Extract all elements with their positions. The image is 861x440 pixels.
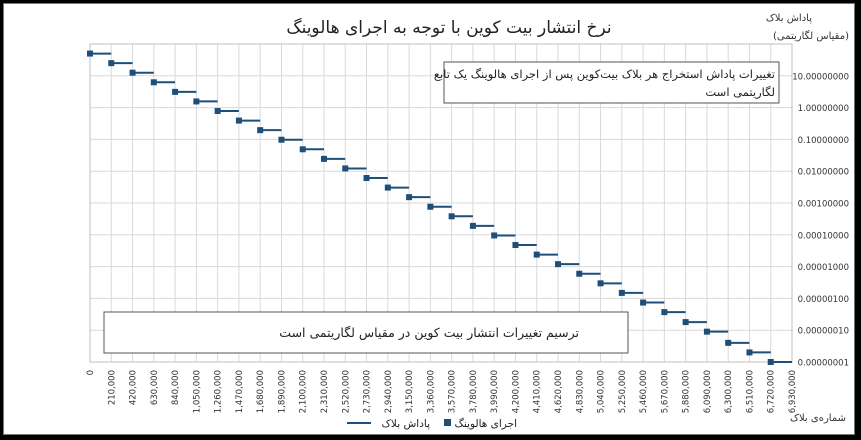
halving-marker xyxy=(682,319,689,326)
x-tick-label: 2,940,000 xyxy=(384,370,394,413)
x-tick-label: 840,000 xyxy=(171,370,181,405)
halving-marker xyxy=(491,232,498,239)
annotation-box-bottom xyxy=(103,311,629,354)
legend-marker-swatch xyxy=(444,419,451,426)
x-tick-label: 420,000 xyxy=(129,370,139,405)
x-tick-label: 4,200,000 xyxy=(511,370,521,413)
y-tick-label: 10.00000000 xyxy=(792,72,849,82)
legend: پاداش بلاک اجرای هالوینگ xyxy=(347,417,517,430)
chart-title: نرخ انتشار بیت کوین با توجه به اجرای هال… xyxy=(286,17,611,38)
x-tick-label: 5,880,000 xyxy=(682,370,692,413)
halving-marker xyxy=(193,98,200,105)
halving-marker xyxy=(214,108,221,115)
halving-marker xyxy=(278,136,285,143)
x-tick-label: 1,680,000 xyxy=(256,370,266,413)
halving-markers xyxy=(87,50,774,365)
legend-label-block-reward: پاداش بلاک xyxy=(382,418,431,430)
x-tick-label: 6,930,000 xyxy=(788,370,798,413)
x-tick-label: 6,090,000 xyxy=(703,370,713,413)
x-axis-ticks: 0 210,000 420,000 630,000 840,000 1,050,000 1,… xyxy=(86,370,798,413)
x-tick-label: 4,830,000 xyxy=(575,370,585,413)
annotation-box-top xyxy=(443,61,780,104)
halving-marker xyxy=(257,127,264,134)
halving-marker xyxy=(299,146,306,153)
halving-marker xyxy=(321,155,327,162)
x-tick-label: 2,310,000 xyxy=(320,370,330,413)
x-tick-label: 6,300,000 xyxy=(724,370,734,413)
halving-marker xyxy=(746,349,753,356)
x-tick-label: 1,050,000 xyxy=(192,370,202,413)
annotation-bottom-text: ترسیم تغییرات انتشار بیت کوین در مقیاس ل… xyxy=(279,325,579,341)
y-tick-label: 0.00000001 xyxy=(798,359,849,369)
halving-marker xyxy=(533,251,540,258)
halving-marker xyxy=(469,222,476,229)
legend-label-halving: اجرای هالوینگ xyxy=(454,417,517,430)
halving-marker xyxy=(703,328,710,335)
annotation-top-line2: لگاریتمی است xyxy=(705,85,775,100)
x-tick-label: 1,470,000 xyxy=(235,370,245,413)
halving-marker xyxy=(576,270,583,277)
halving-marker xyxy=(448,213,455,220)
y-axis-label-unit: (مقیاس لگاریتمی) xyxy=(773,30,849,42)
halving-marker xyxy=(555,261,561,268)
halving-marker xyxy=(150,79,157,86)
halving-marker xyxy=(108,60,115,67)
x-tick-label: 6,720,000 xyxy=(767,370,777,413)
halving-marker xyxy=(767,359,774,365)
y-tick-label: 0.00100000 xyxy=(798,200,849,210)
x-tick-label: 3,570,000 xyxy=(448,370,458,413)
y-axis-ticks: 10.00000000 1.00000000 0.10000000 0.0100000… xyxy=(792,72,849,368)
halving-marker xyxy=(363,175,370,182)
halving-marker xyxy=(406,194,413,201)
plot-area xyxy=(89,43,793,363)
plot-border xyxy=(89,43,793,363)
x-tick-label: 210,000 xyxy=(107,370,117,405)
halving-marker xyxy=(618,289,625,296)
halving-marker xyxy=(384,184,391,191)
x-tick-label: 3,360,000 xyxy=(426,370,436,413)
x-tick-label: 5,670,000 xyxy=(660,370,670,413)
x-tick-label: 1,260,000 xyxy=(214,370,224,413)
x-tick-label: 1,890,000 xyxy=(277,370,287,413)
y-tick-label: 0.10000000 xyxy=(798,136,849,146)
x-tick-label: 5,040,000 xyxy=(597,370,607,413)
x-tick-label: 4,410,000 xyxy=(533,370,543,413)
halving-marker xyxy=(172,88,179,95)
annotation-top-line1: تغییرات پاداش استخراج هر بلاک بیت‌کوین پ… xyxy=(434,67,775,82)
x-tick-label: 4,620,000 xyxy=(554,370,564,413)
x-tick-label: 6,510,000 xyxy=(745,370,755,413)
x-tick-label: 2,520,000 xyxy=(341,370,351,413)
x-tick-label: 3,150,000 xyxy=(405,370,415,413)
halving-marker xyxy=(342,165,349,172)
halving-marker xyxy=(512,242,519,249)
x-tick-label: 630,000 xyxy=(150,370,160,405)
halving-marker xyxy=(640,299,647,306)
halving-chart: نرخ انتشار بیت کوین با توجه به اجرای هال… xyxy=(86,13,849,430)
x-tick-label: 3,990,000 xyxy=(490,370,500,413)
chart-frame: نرخ انتشار بیت کوین با توجه به اجرای هال… xyxy=(3,3,855,435)
x-tick-label: 5,460,000 xyxy=(639,370,649,413)
halving-marker xyxy=(661,309,668,316)
halving-marker xyxy=(725,339,732,346)
y-tick-label: 0.00010000 xyxy=(798,231,849,241)
halving-marker xyxy=(597,280,604,287)
grid xyxy=(89,44,793,363)
x-axis-label: شماره‌ی بلاک xyxy=(790,413,846,424)
x-tick-label: 2,100,000 xyxy=(299,370,309,413)
halving-marker xyxy=(87,50,93,57)
x-tick-label: 5,250,000 xyxy=(618,370,628,413)
block-reward-step-line xyxy=(90,52,792,363)
y-tick-label: 1.00000000 xyxy=(798,104,849,114)
y-axis-label: پاداش بلاک xyxy=(766,13,812,24)
y-tick-label: 0.00000100 xyxy=(798,295,849,305)
halving-marker xyxy=(129,69,136,76)
y-tick-label: 0.00001000 xyxy=(798,263,849,273)
y-tick-label: 0.00000010 xyxy=(798,327,849,337)
x-tick-label: 0 xyxy=(86,370,96,375)
y-tick-label: 0.01000000 xyxy=(798,168,849,178)
halving-marker xyxy=(235,117,242,124)
x-tick-label: 2,730,000 xyxy=(363,370,373,413)
halving-marker xyxy=(427,203,434,210)
x-tick-label: 3,780,000 xyxy=(469,370,479,413)
